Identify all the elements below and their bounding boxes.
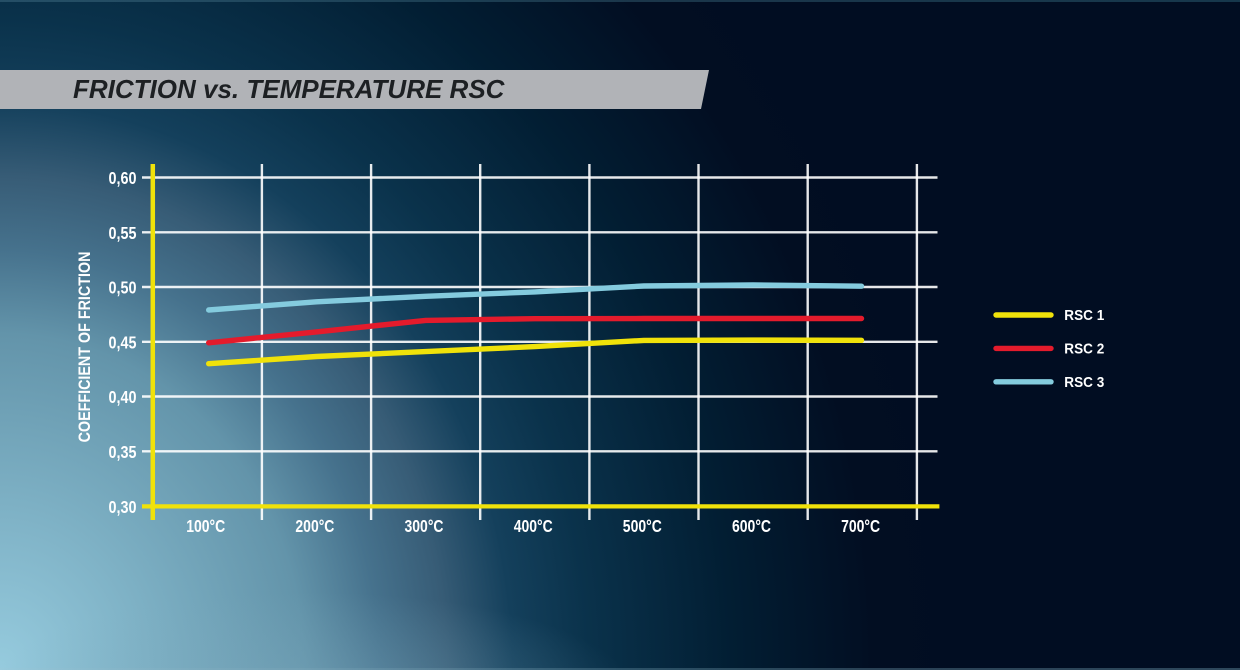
svg-text:COEFFICIENT OF FRICTION: COEFFICIENT OF FRICTION [76, 252, 94, 443]
svg-text:RSC 1: RSC 1 [1064, 308, 1104, 325]
svg-text:600°C: 600°C [732, 517, 771, 536]
svg-text:0,45: 0,45 [109, 334, 137, 353]
svg-text:0,30: 0,30 [109, 499, 137, 518]
svg-text:0,60: 0,60 [109, 170, 137, 189]
svg-text:RSC 3: RSC 3 [1064, 374, 1104, 391]
svg-text:500°C: 500°C [623, 517, 662, 536]
svg-text:RSC 2: RSC 2 [1064, 341, 1104, 358]
svg-text:0,50: 0,50 [109, 279, 137, 298]
svg-text:0,40: 0,40 [109, 389, 137, 408]
svg-text:100°C: 100°C [186, 517, 225, 536]
svg-text:700°C: 700°C [841, 517, 880, 536]
svg-text:0,35: 0,35 [109, 444, 137, 463]
svg-text:300°C: 300°C [405, 517, 444, 536]
svg-text:0,55: 0,55 [109, 225, 137, 244]
svg-text:200°C: 200°C [295, 517, 334, 536]
svg-text:400°C: 400°C [514, 517, 553, 536]
